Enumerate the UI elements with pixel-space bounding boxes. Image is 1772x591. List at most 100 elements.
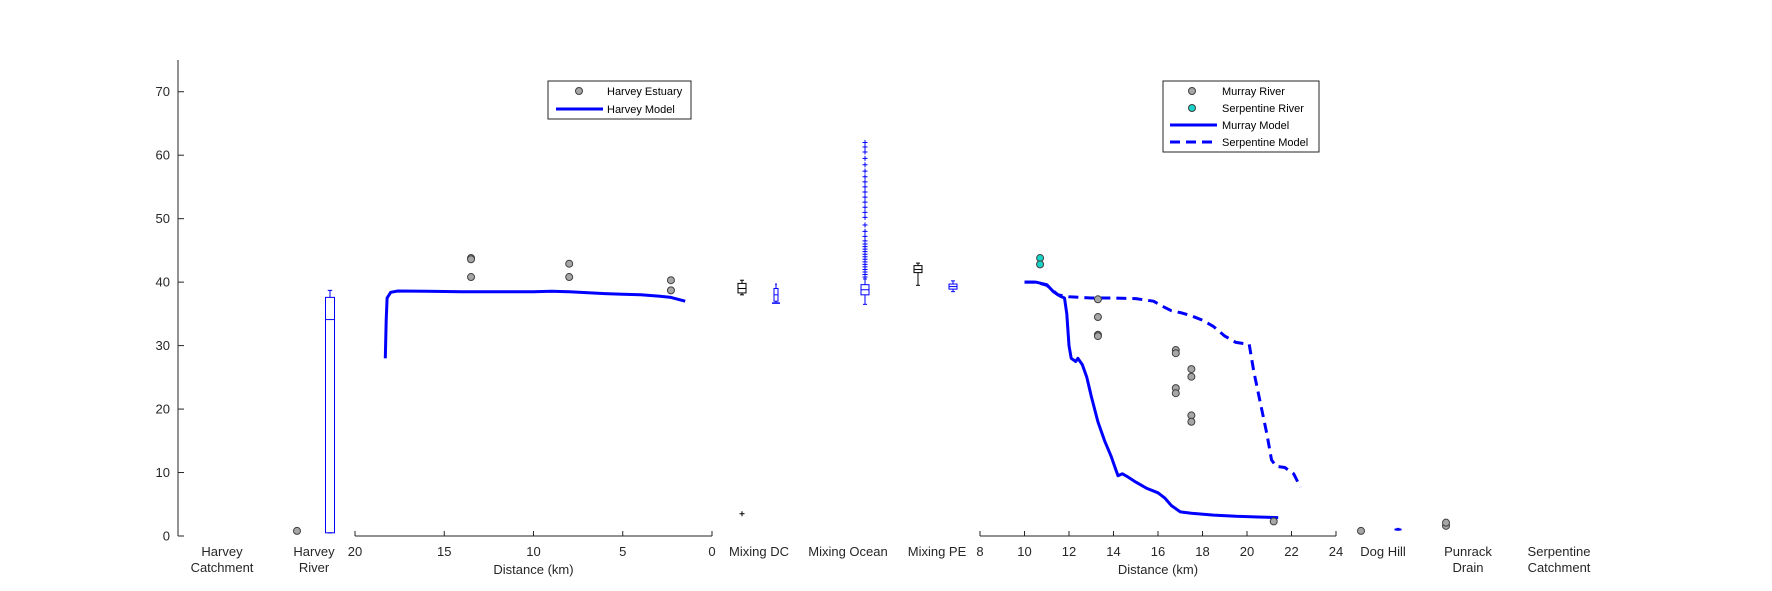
serpentine-x-tick-label-18: 18 bbox=[1195, 544, 1209, 559]
category-label-line: Dog Hill bbox=[1360, 544, 1406, 559]
category-label-line: Mixing Ocean bbox=[808, 544, 887, 559]
category-label-harvey-river: Harvey River bbox=[293, 544, 335, 575]
legend-label-serpentine-model: Serpentine Model bbox=[1222, 137, 1308, 149]
harvey-estuary-point-6 bbox=[666, 286, 675, 295]
y-tick-label-10: 10 bbox=[156, 465, 170, 480]
legend-harvey: Harvey Estuary Harvey Model bbox=[547, 80, 692, 120]
murray-river-point-8 bbox=[1187, 365, 1196, 374]
harvey-x-tick-label-5: 5 bbox=[619, 544, 626, 559]
harvey-estuary-point-5 bbox=[666, 276, 675, 285]
category-label-line: Mixing PE bbox=[908, 544, 967, 559]
serpentine-x-tick-label-10: 10 bbox=[1017, 544, 1031, 559]
serpentine-x-tick-label-12: 12 bbox=[1062, 544, 1076, 559]
mixing-ocean-model-outlier-26 bbox=[862, 174, 868, 180]
harvey-estuary-point-3 bbox=[565, 259, 574, 268]
legend-marker-serpentine-river bbox=[1188, 104, 1196, 112]
serpentine-x-tick-label-24: 24 bbox=[1329, 544, 1343, 559]
category-label-punrack-drain: Punrack Drain bbox=[1444, 544, 1492, 575]
category-label-line: Serpentine bbox=[1528, 544, 1591, 559]
category-label-dog-hill: Dog Hill bbox=[1360, 544, 1406, 559]
serpentine-x-axis-label: Distance (km) bbox=[1118, 562, 1198, 577]
punrack-drain-observed-point-1 bbox=[1442, 518, 1450, 527]
harvey-x-tick-label-10: 10 bbox=[526, 544, 540, 559]
mixing-dc-observed-outlier-0 bbox=[739, 511, 745, 517]
mixing-ocean-model-outlier-24 bbox=[862, 184, 868, 190]
boxplots bbox=[325, 140, 1402, 534]
axes: 20 15 10 5 0 Distance (km) 8 10 12 14 16 18 20 22 24 Di… bbox=[348, 531, 1343, 577]
legend-label-harvey-estuary: Harvey Estuary bbox=[607, 86, 683, 98]
legend-marker-harvey-estuary bbox=[575, 87, 583, 95]
harvey-estuary-point-4 bbox=[565, 273, 574, 282]
y-tick-label-20: 20 bbox=[156, 402, 170, 417]
mixing-ocean-model-outlier-27 bbox=[862, 168, 868, 174]
category-label-line: Mixing DC bbox=[729, 544, 789, 559]
harvey-estuary-point-1 bbox=[467, 255, 476, 264]
mixing-ocean-model-outlier-19 bbox=[862, 209, 868, 215]
legend-label-murray-model: Murray Model bbox=[1222, 120, 1289, 132]
category-label-line: Catchment bbox=[1528, 560, 1591, 575]
category-label-line: Catchment bbox=[191, 560, 254, 575]
serpentine-x-tick-label-8: 8 bbox=[976, 544, 983, 559]
murray-river-point-5 bbox=[1171, 349, 1180, 358]
harvey-estuary-point-2 bbox=[467, 273, 476, 282]
category-points bbox=[293, 518, 1450, 535]
category-label-line: River bbox=[299, 560, 330, 575]
mixing-ocean-model-outlier-29 bbox=[862, 155, 868, 161]
mixing-ocean-model-outlier-14 bbox=[862, 238, 868, 244]
mixing-ocean-model-outlier-20 bbox=[862, 204, 868, 210]
y-tick-label-50: 50 bbox=[156, 211, 170, 226]
mixing-ocean-model-outlier-31 bbox=[862, 144, 868, 150]
mixing-ocean-model-outlier-30 bbox=[862, 149, 868, 155]
murray-river-point-9 bbox=[1187, 372, 1196, 381]
mixing-ocean-model-outlier-25 bbox=[862, 179, 868, 185]
legend-label-serpentine-river: Serpentine River bbox=[1222, 103, 1304, 115]
mixing-ocean-model-outlier-16 bbox=[862, 228, 868, 234]
mixing-ocean-model-outlier-32 bbox=[862, 140, 868, 146]
harvey-x-tick-label-15: 15 bbox=[437, 544, 451, 559]
mixing-ocean-model-outlier-23 bbox=[862, 189, 868, 195]
y-tick-label-30: 30 bbox=[156, 338, 170, 353]
legend-marker-murray-river bbox=[1188, 87, 1196, 95]
y-tick-label-40: 40 bbox=[156, 275, 170, 290]
harvey-river-model-box bbox=[325, 296, 335, 534]
category-label-mixing-ocean: Mixing Ocean bbox=[808, 544, 887, 559]
serpentine-x-tick-label-16: 16 bbox=[1151, 544, 1165, 559]
y-tick-label-0: 0 bbox=[163, 529, 170, 544]
harvey-model-line bbox=[383, 289, 686, 359]
category-label-line: Drain bbox=[1452, 560, 1483, 575]
category-label-harvey-catchment: Harvey Catchment bbox=[191, 544, 254, 575]
category-label-line: Punrack bbox=[1444, 544, 1492, 559]
mixing-ocean-model-outlier-17 bbox=[862, 222, 868, 228]
murray-river-point-11 bbox=[1187, 417, 1196, 426]
y-tick-label-70: 70 bbox=[156, 84, 170, 99]
serpentine-x-tick-label-20: 20 bbox=[1240, 544, 1254, 559]
serpentine-x-tick-label-22: 22 bbox=[1284, 544, 1298, 559]
murray-river-point-3 bbox=[1093, 332, 1102, 341]
serpentine-x-tick-label-14: 14 bbox=[1106, 544, 1120, 559]
serpentine-model-line bbox=[1024, 280, 1302, 488]
mixing-ocean-model-outlier-22 bbox=[862, 194, 868, 200]
dog-hill-observed-point-0 bbox=[1357, 526, 1365, 535]
y-axis: 0 10 20 30 40 50 60 70 bbox=[156, 60, 184, 544]
category-label-line: Harvey bbox=[293, 544, 335, 559]
harvey-section bbox=[383, 254, 686, 359]
legend-label-harvey-model: Harvey Model bbox=[607, 104, 675, 116]
mixing-ocean-model-outlier-28 bbox=[862, 162, 868, 168]
serpentine-section bbox=[1024, 254, 1302, 526]
mixing-ocean-model-outlier-18 bbox=[862, 214, 868, 220]
y-tick-label-60: 60 bbox=[156, 148, 170, 163]
harvey-x-tick-label-20: 20 bbox=[348, 544, 362, 559]
legend-serpentine: Murray River Serpentine River Murray Mod… bbox=[1162, 80, 1320, 153]
harvey-river-observed-point-0 bbox=[293, 526, 301, 535]
murray-model-line bbox=[1024, 280, 1279, 520]
mixing-ocean-model-outlier-21 bbox=[862, 199, 868, 205]
murray-river-point-0 bbox=[1093, 295, 1102, 304]
category-label-mixing-pe: Mixing PE bbox=[908, 544, 967, 559]
category-label-line: Harvey bbox=[201, 544, 243, 559]
legend-label-murray-river: Murray River bbox=[1222, 86, 1285, 98]
harvey-x-tick-label-0: 0 bbox=[708, 544, 715, 559]
serpentine-river-point-1 bbox=[1036, 260, 1045, 269]
murray-river-point-7 bbox=[1171, 389, 1180, 398]
